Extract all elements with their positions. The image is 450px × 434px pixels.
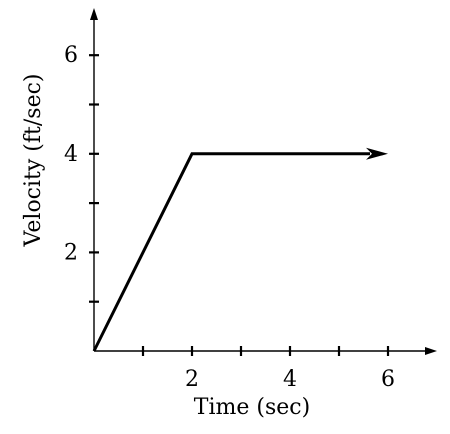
- y-axis-arrowhead: [90, 8, 98, 20]
- x-axis-arrowhead: [425, 347, 437, 355]
- tick-marks: [89, 54, 390, 356]
- series-arrowhead-0: [366, 147, 388, 160]
- y-tick-label: 2: [64, 240, 78, 265]
- x-tick-label: 4: [283, 367, 297, 392]
- y-axis-label: Velocity (ft/sec): [21, 74, 46, 248]
- series-line-0: [92, 152, 370, 352]
- y-tick-label: 6: [64, 43, 78, 68]
- axes: [90, 8, 437, 355]
- x-axis-label: Time (sec): [194, 395, 310, 420]
- series-layer: [92, 147, 388, 352]
- tick-labels: 2 4 6 2 4 6: [64, 43, 395, 392]
- y-tick-label: 4: [64, 142, 78, 167]
- x-tick-label: 2: [185, 367, 199, 392]
- x-tick-label: 6: [381, 367, 395, 392]
